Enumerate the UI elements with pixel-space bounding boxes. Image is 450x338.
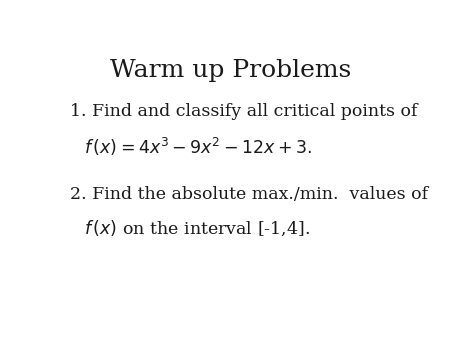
Text: $f\,(x)$ on the interval [-1,4].: $f\,(x)$ on the interval [-1,4]. [84, 219, 310, 238]
Text: Warm up Problems: Warm up Problems [110, 59, 351, 82]
Text: 2. Find the absolute max./min.  values of: 2. Find the absolute max./min. values of [70, 186, 428, 203]
Text: 1. Find and classify all critical points of: 1. Find and classify all critical points… [70, 103, 418, 120]
Text: $f\,(x) = 4x^3 - 9x^2 - 12x + 3.$: $f\,(x) = 4x^3 - 9x^2 - 12x + 3.$ [84, 136, 312, 158]
